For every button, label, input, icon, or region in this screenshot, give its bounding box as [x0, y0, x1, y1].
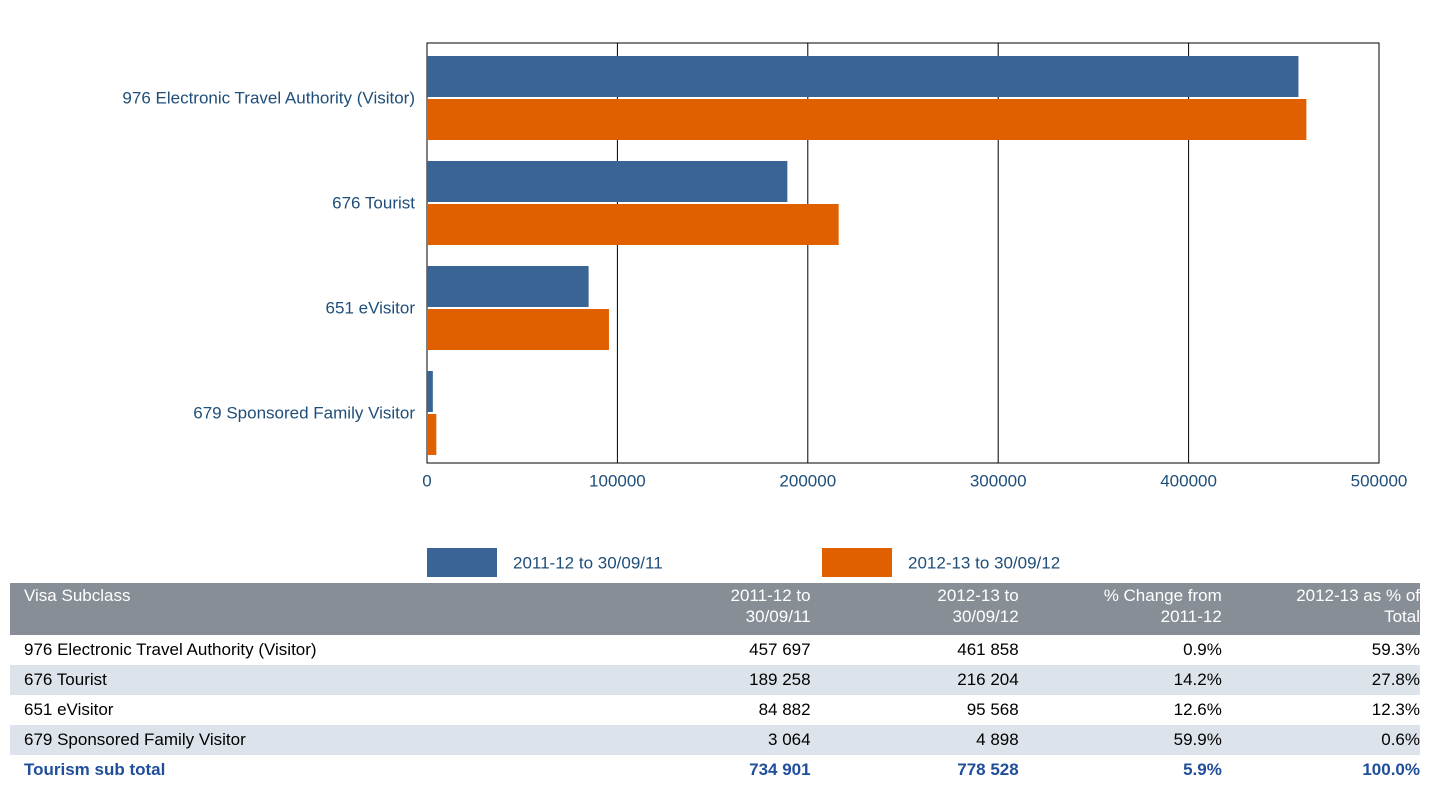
table-cell: 461 858 [957, 640, 1019, 659]
table-cell: 3 064 [706, 725, 811, 755]
plot-frame [426, 42, 1380, 464]
header-text: 2012-13 to 30/09/12 [937, 586, 1019, 626]
table-cell: 4 898 [810, 725, 1019, 755]
bar [427, 309, 609, 350]
table-row: 676 Tourist 189 258 216 204 14.2% 27.8% [10, 665, 1420, 695]
total-cell: 778 528 [957, 760, 1019, 779]
table-row: 651 eVisitor 84 882 95 568 12.6% 12.3% [10, 695, 1420, 725]
table-cell: 27.8% [1221, 665, 1420, 695]
table-cell: 651 eVisitor [24, 700, 114, 719]
data-table: Visa Subclass 2011-12 to 30/09/11 2012-13 … [10, 583, 1420, 785]
header-text: 2011-12 to 30/09/11 [730, 586, 811, 626]
y-tick-label: 976 Electronic Travel Authority (Visitor… [122, 88, 415, 107]
table-cell: 976 Electronic Travel Authority (Visitor… [24, 640, 317, 659]
y-tick-label: 676 Tourist [332, 193, 415, 212]
table-cell: 95 568 [966, 700, 1019, 719]
table-cell: 676 Tourist [10, 665, 707, 695]
header-cell: 2012-13 to 30/09/12 [810, 583, 1019, 635]
bar [427, 56, 1299, 97]
table-cell: 189 258 [706, 665, 811, 695]
table-cell: 84 882 [758, 700, 811, 719]
bar [427, 266, 589, 307]
table-cell: 679 Sponsored Family Visitor [10, 725, 707, 755]
table-cell: 0.6% [1221, 725, 1420, 755]
table-cell: 14.2% [1018, 665, 1222, 695]
table-row: 679 Sponsored Family Visitor 3 064 4 898 59… [10, 725, 1420, 755]
table-cell: 216 204 [810, 665, 1019, 695]
x-tick-label: 500000 [1351, 471, 1408, 490]
legend-swatch [822, 548, 892, 577]
x-tick-label: 0 [422, 471, 431, 490]
bar [427, 371, 433, 412]
header-row: Visa Subclass 2011-12 to 30/09/11 2012-13 … [10, 583, 1420, 635]
total-cell: 734 901 [749, 760, 811, 779]
header-text: Visa Subclass [24, 586, 131, 605]
header-cell: % Change from 2011-12 [1018, 583, 1222, 635]
table-cell: 0.9% [1183, 640, 1222, 659]
legend-swatch [427, 548, 497, 577]
y-tick-label: 651 eVisitor [326, 298, 416, 317]
legend-label: 2012-13 to 30/09/12 [908, 553, 1060, 572]
table-cell: 457 697 [749, 640, 811, 659]
x-tick-label: 300000 [970, 471, 1027, 490]
header-text: 2012-13 as % of Total [1296, 586, 1420, 626]
header-cell: Visa Subclass [10, 583, 707, 635]
bar [427, 414, 437, 455]
y-tick-label: 679 Sponsored Family Visitor [193, 403, 415, 422]
bar [427, 99, 1307, 140]
total-cell: Tourism sub total [24, 760, 166, 779]
legend-label: 2011-12 to 30/09/11 [513, 553, 663, 572]
header-text: % Change from 2011-12 [1103, 586, 1222, 626]
x-tick-label: 400000 [1160, 471, 1217, 490]
total-row: Tourism sub total 734 901 778 528 5.9% 100.0… [10, 755, 1420, 785]
x-tick-label: 200000 [779, 471, 836, 490]
chart: 0 100000 200000 300000 400000 500000 976 Elect… [122, 42, 1408, 577]
header-cell: 2011-12 to 30/09/11 [706, 583, 811, 635]
header-cell: 2012-13 as % of Total [1221, 583, 1420, 635]
table-cell: 12.6% [1173, 700, 1222, 719]
bar [427, 161, 788, 202]
table-cell: 59.9% [1018, 725, 1222, 755]
table-cell: 12.3% [1371, 700, 1420, 719]
x-tick-label: 100000 [589, 471, 646, 490]
table-cell: 59.3% [1371, 640, 1420, 659]
table-row: 976 Electronic Travel Authority (Visitor… [10, 635, 1420, 665]
bar [427, 204, 839, 245]
total-cell: 100.0% [1362, 760, 1420, 779]
total-cell: 5.9% [1183, 760, 1222, 779]
